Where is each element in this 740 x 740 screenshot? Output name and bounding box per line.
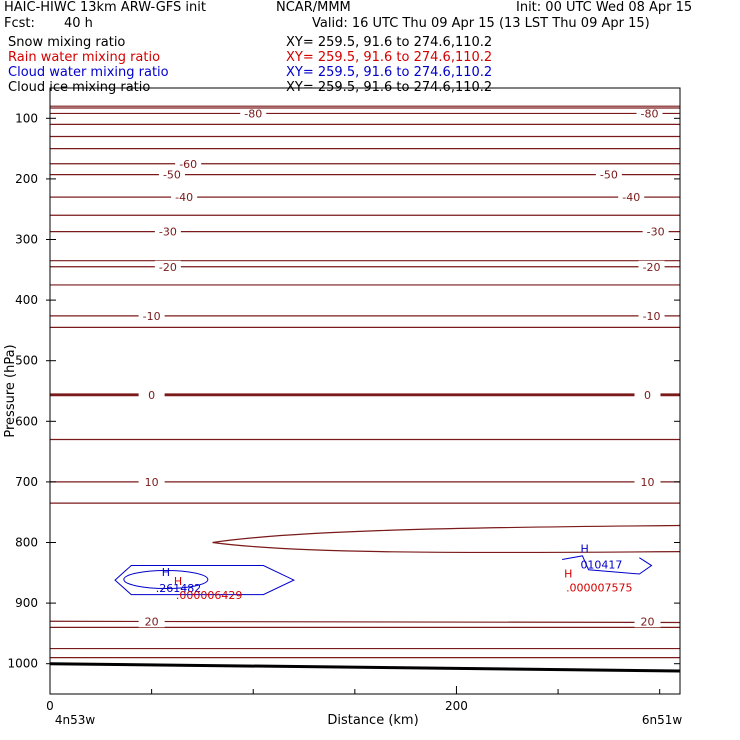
field-rain-xy: XY= 259.5, 91.6 to 274.6,110.2	[286, 50, 493, 65]
contour-label-bg	[158, 168, 185, 181]
y-tick-label: 1000	[7, 657, 38, 671]
contour-label: -10	[143, 310, 161, 323]
contour-label-bg	[138, 475, 165, 488]
contour-label: -80	[641, 107, 659, 120]
field-cloudwater-xy: XY= 259.5, 91.6 to 274.6,110.2	[286, 65, 493, 80]
rain-water-max-mark: H	[564, 568, 572, 581]
cloud-water-max-value: 010417	[580, 559, 622, 572]
y-tick-label: 900	[15, 596, 38, 610]
y-axis-label: Pressure (hPa)	[3, 344, 18, 437]
contour-label: 10	[640, 476, 654, 489]
x-axis-label: Distance (km)	[327, 713, 418, 728]
contour-label-bg	[634, 615, 661, 628]
contour-label: -40	[622, 191, 640, 204]
field-cloudwater-name: Cloud water mixing ratio	[8, 65, 169, 80]
contour-label-bg	[154, 260, 181, 273]
terrain-line	[49, 662, 681, 673]
contour-label: -40	[175, 191, 193, 204]
plot-frame	[49, 87, 681, 695]
cloud-water-contour	[562, 555, 653, 575]
contour-label-bg	[618, 191, 645, 204]
contour-label-bg	[240, 107, 267, 120]
contour-label: 20	[640, 615, 654, 628]
contour-label: 10	[145, 476, 159, 489]
field-rain-name: Rain water mixing ratio	[8, 50, 161, 65]
valid-time: Valid: 16 UTC Thu 09 Apr 15 (13 LST Thu …	[312, 16, 650, 31]
y-tick-label: 400	[15, 293, 38, 307]
contour-label: 0	[644, 389, 651, 402]
contour-label-bg	[138, 309, 165, 322]
rain-water-max-value: .000007575	[566, 582, 632, 595]
contour-label: 20	[145, 615, 159, 628]
cloud-water-max-mark: H	[162, 566, 170, 579]
y-tick-label: 600	[15, 414, 38, 428]
forecast-label: Fcst:	[4, 16, 35, 31]
contour-label-bg	[154, 225, 181, 238]
y-tick-label: 300	[15, 233, 38, 247]
y-tick-label: 800	[15, 536, 38, 550]
contour-label-bg	[175, 157, 202, 170]
contour-label-bg	[138, 389, 165, 402]
contour-label: -20	[643, 261, 661, 274]
contour-label-bg	[138, 615, 165, 628]
contour-label: -30	[647, 226, 665, 239]
contour-label: -50	[600, 169, 618, 182]
warm-layer-contour	[212, 541, 681, 554]
contour-label: -50	[163, 169, 181, 182]
y-tick-label: 200	[15, 172, 38, 186]
rain-water-max-mark: H	[174, 575, 182, 588]
cloud-water-contour	[123, 569, 209, 589]
contour-label: -30	[159, 226, 177, 239]
x-tick-label: 0	[46, 699, 54, 713]
contour-label: -80	[244, 107, 262, 120]
init-time: Init: 00 UTC Wed 08 Apr 15	[516, 0, 693, 15]
org-label: NCAR/MMM	[276, 0, 351, 15]
contour-label-bg	[636, 107, 663, 120]
y-tick-label: 100	[15, 111, 38, 125]
contour-label: 0	[148, 389, 155, 402]
cloud-water-contour	[114, 565, 296, 596]
contour-label-bg	[634, 389, 661, 402]
contour-label-bg	[642, 225, 669, 238]
cloud-water-max-value: .261482	[156, 582, 202, 595]
field-snow-name: Snow mixing ratio	[8, 35, 126, 50]
y-tick-label: 700	[15, 475, 38, 489]
contour-label-bg	[634, 475, 661, 488]
x-endpoint-label: 4n53w	[55, 713, 96, 727]
contour-label-bg	[595, 168, 622, 181]
contour-label: -60	[179, 158, 197, 171]
warm-layer-contour	[212, 524, 681, 544]
rain-water-max-value: .000006429	[176, 589, 242, 602]
contour-label: -10	[643, 310, 661, 323]
x-endpoint-label: 6n51w	[642, 713, 683, 727]
contour-label-bg	[171, 191, 198, 204]
x-tick-label: 200	[445, 699, 468, 713]
contour-label-bg	[638, 260, 665, 273]
contour-label-bg	[638, 309, 665, 322]
model-title: HAIC-HIWC 13km ARW-GFS init	[4, 0, 206, 15]
contour-label: -20	[159, 261, 177, 274]
y-tick-label: 500	[15, 354, 38, 368]
cloud-water-max-mark: H	[580, 543, 588, 556]
field-snow-xy: XY= 259.5, 91.6 to 274.6,110.2	[286, 35, 493, 50]
forecast-hours: 40 h	[64, 16, 93, 31]
